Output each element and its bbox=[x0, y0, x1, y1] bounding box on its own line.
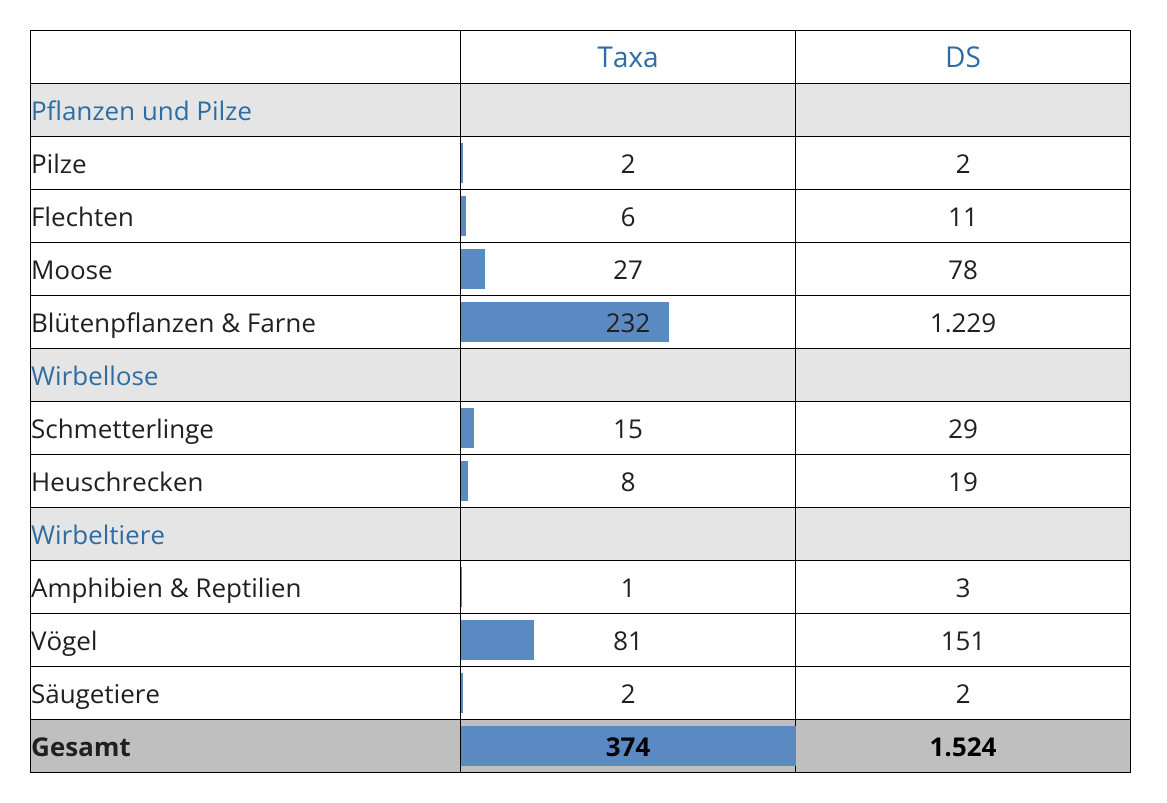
taxa-value: 6 bbox=[461, 198, 795, 234]
table-row: Flechten611 bbox=[31, 190, 1131, 243]
table-row: Blütenpflanzen & Farne2321.229 bbox=[31, 296, 1131, 349]
table-row: Moose2778 bbox=[31, 243, 1131, 296]
ds-value: 151 bbox=[796, 614, 1131, 667]
total-row: Gesamt 374 1.524 bbox=[31, 720, 1131, 773]
total-label: Gesamt bbox=[31, 720, 461, 773]
taxa-value: 1 bbox=[461, 569, 795, 605]
taxa-value: 8 bbox=[461, 463, 795, 499]
header-blank bbox=[31, 31, 461, 84]
header-taxa: Taxa bbox=[461, 31, 796, 84]
ds-value: 11 bbox=[796, 190, 1131, 243]
taxa-cell: 15 bbox=[461, 402, 796, 455]
item-label: Heuschrecken bbox=[31, 455, 461, 508]
item-label: Schmetterlinge bbox=[31, 402, 461, 455]
taxa-value: 2 bbox=[461, 675, 795, 711]
taxa-cell: 232 bbox=[461, 296, 796, 349]
taxa-value: 2 bbox=[461, 145, 795, 181]
total-taxa-cell: 374 bbox=[461, 720, 796, 773]
item-label: Amphibien & Reptilien bbox=[31, 561, 461, 614]
table-row: Säugetiere22 bbox=[31, 667, 1131, 720]
ds-value: 19 bbox=[796, 455, 1131, 508]
item-label: Moose bbox=[31, 243, 461, 296]
taxa-cell: 2 bbox=[461, 137, 796, 190]
group-blank bbox=[796, 84, 1131, 137]
item-label: Flechten bbox=[31, 190, 461, 243]
header-row: Taxa DS bbox=[31, 31, 1131, 84]
group-row: Wirbeltiere bbox=[31, 508, 1131, 561]
table-row: Vögel81151 bbox=[31, 614, 1131, 667]
group-label: Wirbeltiere bbox=[31, 508, 461, 561]
table-row: Amphibien & Reptilien13 bbox=[31, 561, 1131, 614]
total-ds-value: 1.524 bbox=[796, 720, 1131, 773]
header-ds: DS bbox=[796, 31, 1131, 84]
total-taxa-value: 374 bbox=[606, 728, 651, 764]
taxa-value: 81 bbox=[461, 622, 795, 658]
group-row: Pflanzen und Pilze bbox=[31, 84, 1131, 137]
ds-value: 2 bbox=[796, 137, 1131, 190]
group-label: Pflanzen und Pilze bbox=[31, 84, 461, 137]
taxa-cell: 27 bbox=[461, 243, 796, 296]
taxa-value: 232 bbox=[461, 304, 795, 340]
ds-value: 29 bbox=[796, 402, 1131, 455]
ds-value: 2 bbox=[796, 667, 1131, 720]
taxa-table: Taxa DS Pflanzen und PilzePilze22Flechte… bbox=[30, 30, 1131, 773]
group-label: Wirbellose bbox=[31, 349, 461, 402]
taxa-cell: 2 bbox=[461, 667, 796, 720]
table-row: Schmetterlinge1529 bbox=[31, 402, 1131, 455]
item-label: Blütenpflanzen & Farne bbox=[31, 296, 461, 349]
item-label: Vögel bbox=[31, 614, 461, 667]
taxa-cell: 81 bbox=[461, 614, 796, 667]
group-blank bbox=[461, 349, 796, 402]
item-label: Säugetiere bbox=[31, 667, 461, 720]
ds-value: 78 bbox=[796, 243, 1131, 296]
taxa-cell: 1 bbox=[461, 561, 796, 614]
group-blank bbox=[461, 508, 796, 561]
taxa-cell: 8 bbox=[461, 455, 796, 508]
group-blank bbox=[796, 349, 1131, 402]
ds-value: 3 bbox=[796, 561, 1131, 614]
group-row: Wirbellose bbox=[31, 349, 1131, 402]
ds-value: 1.229 bbox=[796, 296, 1131, 349]
taxa-value: 27 bbox=[461, 251, 795, 287]
taxa-value: 15 bbox=[461, 410, 795, 446]
group-blank bbox=[796, 508, 1131, 561]
table-row: Heuschrecken819 bbox=[31, 455, 1131, 508]
table-row: Pilze22 bbox=[31, 137, 1131, 190]
taxa-cell: 6 bbox=[461, 190, 796, 243]
group-blank bbox=[461, 84, 796, 137]
item-label: Pilze bbox=[31, 137, 461, 190]
